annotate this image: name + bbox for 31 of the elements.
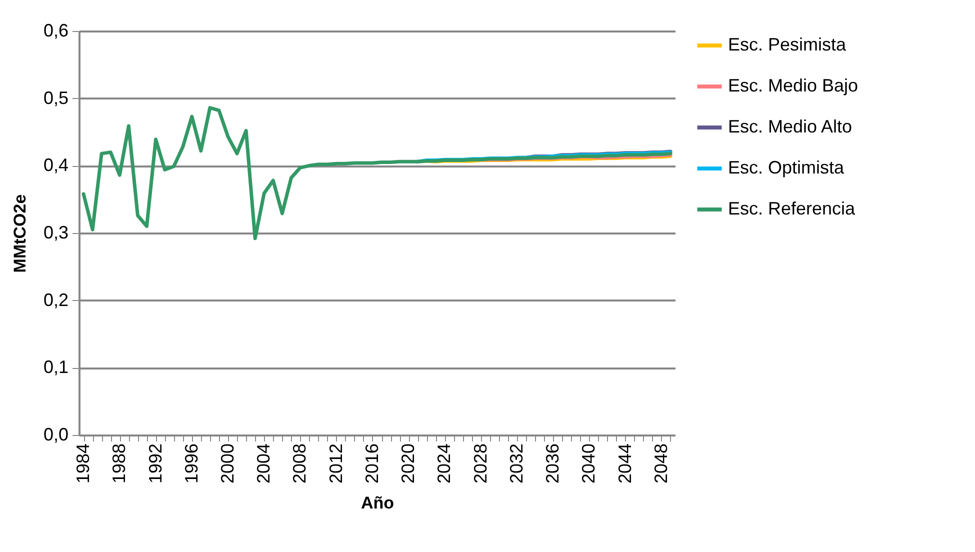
y-axis-title: MMtCO2e <box>10 194 30 273</box>
legend-label: Esc. Referencia <box>728 198 856 218</box>
x-tick-label: 2024 <box>434 444 454 484</box>
x-tick-label: 2048 <box>650 444 671 484</box>
x-tick-label: 2000 <box>218 444 238 484</box>
x-tick-label: 2020 <box>398 444 418 484</box>
y-tick-label: 0,4 <box>43 155 68 176</box>
legend-label: Esc. Optimista <box>728 158 846 178</box>
x-tick-label: 2008 <box>290 444 310 484</box>
y-tick-label: 0,3 <box>43 222 68 242</box>
y-tick-label: 0,1 <box>43 357 68 378</box>
x-tick-label: 2016 <box>362 444 382 484</box>
y-tick-label: 0,5 <box>43 88 68 108</box>
y-tick-label: 0,6 <box>43 20 68 40</box>
x-axis-title: Año <box>360 494 394 513</box>
x-tick-label: 1992 <box>145 444 166 484</box>
y-tick-label: 0,0 <box>43 424 68 444</box>
x-tick-label: 1996 <box>181 444 202 484</box>
x-tick-label: 2036 <box>542 444 563 484</box>
x-tick-label: 2004 <box>254 444 274 484</box>
y-tick-label: 0,2 <box>43 290 68 310</box>
legend-label: Esc. Medio Bajo <box>728 76 858 96</box>
legend-label: Esc. Medio Alto <box>728 116 852 136</box>
x-tick-label: 1988 <box>109 444 130 484</box>
x-tick-label: 1984 <box>73 444 94 484</box>
x-tick-label: 2032 <box>506 444 526 484</box>
x-tick-label: 2044 <box>614 444 635 484</box>
legend-label: Esc. Pesimista <box>728 34 848 54</box>
x-tick-label: 2028 <box>470 444 490 484</box>
x-tick-label: 2012 <box>326 444 346 484</box>
x-tick-label: 2040 <box>578 444 599 484</box>
